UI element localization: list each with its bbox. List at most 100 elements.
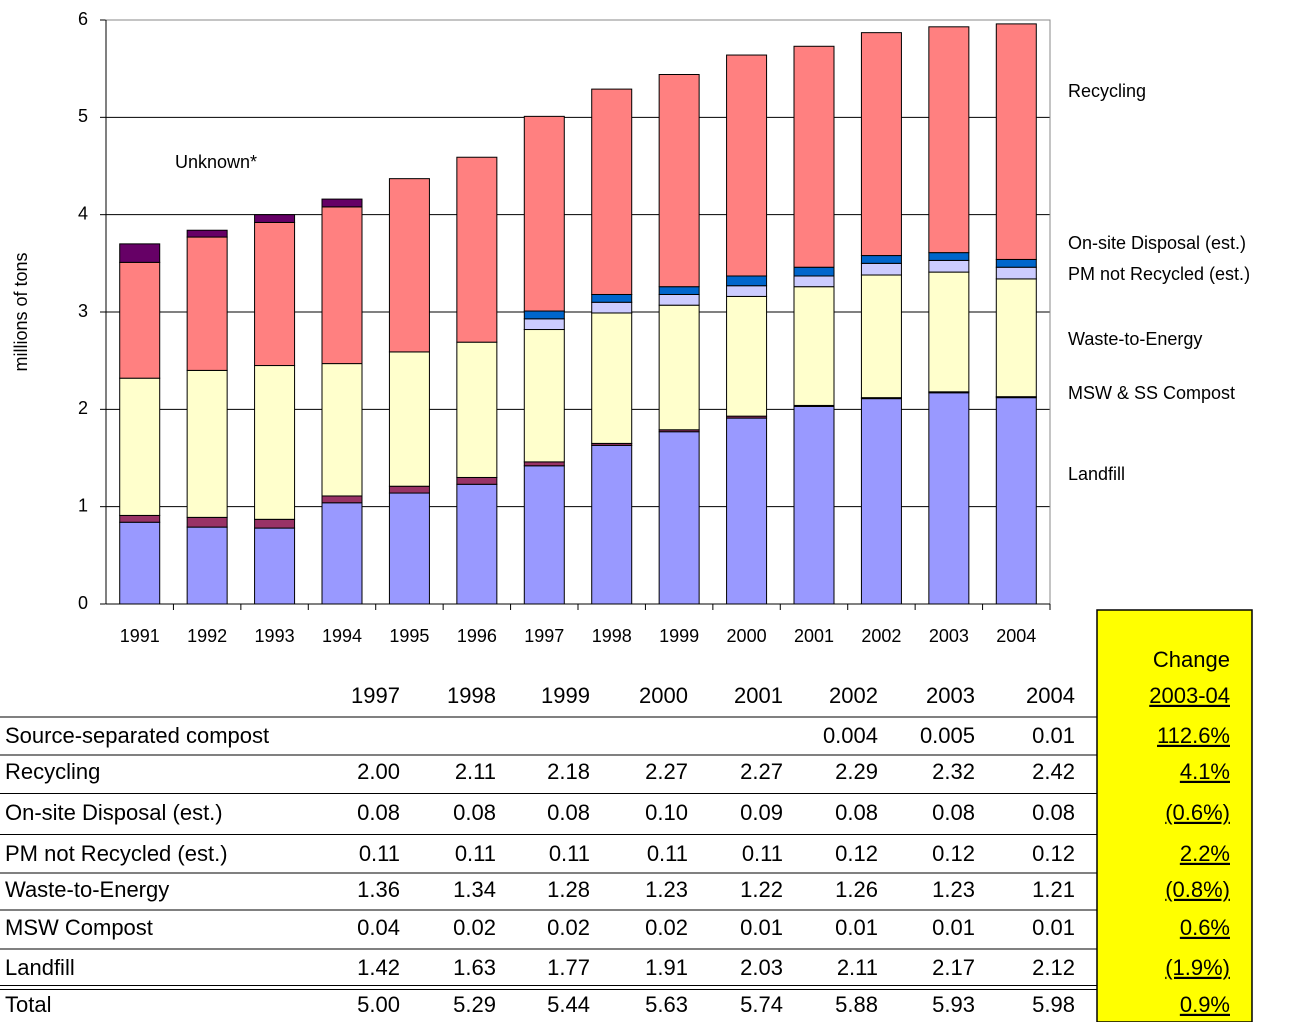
series-label: MSW & SS Compost — [1068, 383, 1235, 403]
row-label: PM not Recycled (est.) — [5, 841, 228, 866]
row-label: Total — [5, 992, 51, 1017]
x-tick-label: 2001 — [794, 626, 834, 646]
bar-segment — [928, 259, 970, 273]
cell: 0.08 — [1032, 800, 1075, 825]
row-label: MSW Compost — [5, 915, 153, 940]
bar-segment — [591, 312, 633, 444]
bar-segment — [995, 258, 1037, 268]
bar-segment — [388, 492, 430, 605]
row-label: Recycling — [5, 759, 100, 784]
column-header: 2001 — [734, 683, 783, 708]
cell: 0.10 — [645, 800, 688, 825]
x-tick-label: 1992 — [187, 626, 227, 646]
bar-segment — [523, 329, 565, 463]
x-tick-label: 2002 — [861, 626, 901, 646]
x-tick-label: 2004 — [996, 626, 1036, 646]
bar-segment — [523, 318, 565, 331]
bar-segment — [523, 310, 565, 320]
column-header: 2003 — [926, 683, 975, 708]
bar-segment — [456, 341, 498, 478]
cell: 1.63 — [453, 955, 496, 980]
cell: 5.44 — [547, 992, 590, 1017]
bar-segment — [523, 461, 565, 467]
bar-segment — [658, 293, 700, 306]
y-tick-label: 5 — [78, 106, 88, 126]
column-header: 1997 — [351, 683, 400, 708]
cell: 2.00 — [357, 759, 400, 784]
change-cell: (0.6%) — [1165, 800, 1230, 825]
bar-segment — [186, 526, 228, 605]
cell: 0.02 — [453, 915, 496, 940]
bar-segment — [995, 397, 1037, 605]
cell: 5.29 — [453, 992, 496, 1017]
bar-segment — [726, 295, 768, 417]
y-tick-label: 1 — [78, 495, 88, 515]
bar-segment — [321, 198, 363, 208]
cell: 2.11 — [455, 759, 496, 784]
x-tick-label: 1993 — [255, 626, 295, 646]
bar-segment — [793, 286, 835, 406]
column-header: 1999 — [541, 683, 590, 708]
y-tick-label: 3 — [78, 301, 88, 321]
cell: 1.34 — [453, 877, 496, 902]
cell: 2.32 — [932, 759, 975, 784]
cell: 0.11 — [647, 841, 688, 866]
x-tick-label: 1994 — [322, 626, 362, 646]
x-tick-label: 1998 — [592, 626, 632, 646]
cell: 2.03 — [740, 955, 783, 980]
bar-segment — [726, 275, 768, 287]
change-cell: (0.8%) — [1165, 877, 1230, 902]
column-header: 2000 — [639, 683, 688, 708]
cell: 0.11 — [549, 841, 590, 866]
cell: 0.005 — [920, 723, 975, 748]
x-tick-label: 1996 — [457, 626, 497, 646]
cell: 1.26 — [835, 877, 878, 902]
column-header: 1998 — [447, 683, 496, 708]
bar-segment — [726, 54, 768, 277]
cell: 0.09 — [740, 800, 783, 825]
y-axis-label: millions of tons — [11, 252, 31, 371]
cell: 0.08 — [547, 800, 590, 825]
cell: 0.12 — [932, 841, 975, 866]
series-label: PM not Recycled (est.) — [1068, 264, 1250, 284]
cell: 0.01 — [1032, 723, 1075, 748]
x-tick-label: 1997 — [524, 626, 564, 646]
cell: 2.11 — [837, 955, 878, 980]
change-period: 2003-04 — [1149, 683, 1230, 708]
bar-segment — [591, 444, 633, 605]
cell: 0.04 — [357, 915, 400, 940]
cell: 2.27 — [740, 759, 783, 784]
column-header: 2002 — [829, 683, 878, 708]
cell: 0.01 — [740, 915, 783, 940]
cell: 0.02 — [645, 915, 688, 940]
bar-segment — [186, 236, 228, 371]
cell: 1.91 — [645, 955, 688, 980]
bar-segment — [119, 521, 161, 605]
bar-segment — [658, 286, 700, 295]
bar-segment — [860, 398, 902, 605]
bar-segment — [591, 301, 633, 314]
x-tick-label: 2000 — [727, 626, 767, 646]
series-label: Waste-to-Energy — [1068, 329, 1202, 349]
cell: 5.93 — [932, 992, 975, 1017]
bar-segment — [591, 88, 633, 295]
row-label: Landfill — [5, 955, 75, 980]
bar-segment — [388, 485, 430, 494]
cell: 0.08 — [357, 800, 400, 825]
bar-segment — [388, 178, 430, 353]
bar-segment — [860, 32, 902, 257]
bar-segment — [591, 293, 633, 303]
bar-segment — [860, 255, 902, 264]
cell: 5.88 — [835, 992, 878, 1017]
x-tick-label: 1991 — [120, 626, 160, 646]
change-cell: 2.2% — [1180, 841, 1230, 866]
bar-segment — [186, 369, 228, 518]
change-highlight — [1096, 609, 1253, 1022]
bar-segment — [456, 483, 498, 605]
bar-segment — [254, 221, 296, 367]
bar-segment — [793, 275, 835, 288]
y-tick-label: 2 — [78, 398, 88, 418]
cell: 2.18 — [547, 759, 590, 784]
bar-segment — [119, 243, 161, 263]
y-tick-label: 0 — [78, 593, 88, 613]
